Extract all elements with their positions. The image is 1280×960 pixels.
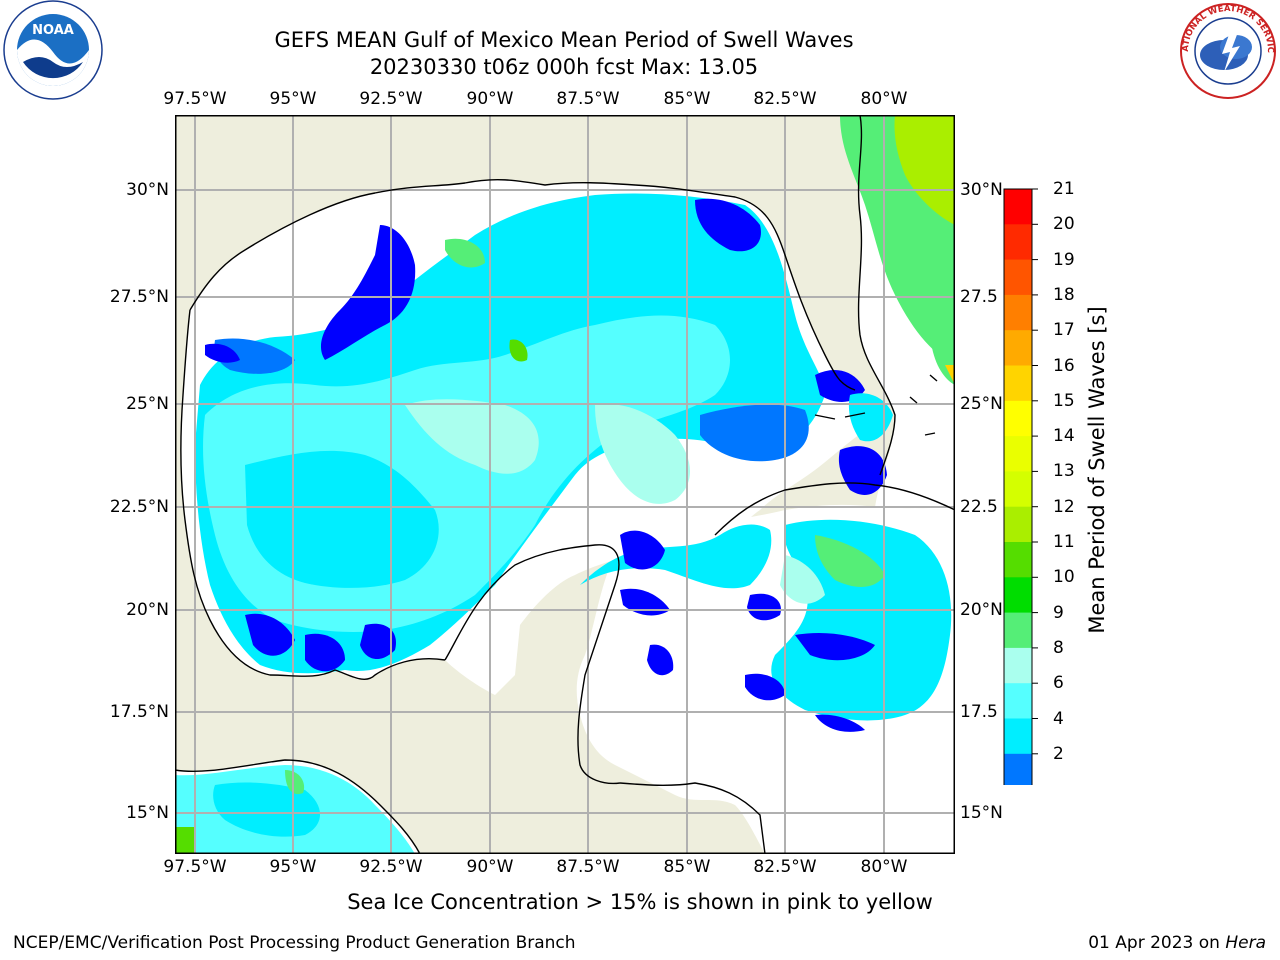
lon-label-top: 80°W: [860, 89, 908, 109]
colorbar-outline: [1003, 188, 1033, 785]
colorbar-segment: [1004, 647, 1032, 684]
lat-label-right: 17.5: [960, 702, 998, 722]
chart-subtitle: 20230330 t06z 000h fcst Max: 13.05: [369, 55, 759, 79]
colorbar-tick-label: 14: [1053, 426, 1075, 447]
colorbar-tick-label: 21: [1053, 179, 1075, 199]
colorbar-tick-label: 15: [1053, 390, 1075, 411]
lon-label-bottom: 80°W: [860, 857, 908, 877]
coastlines: [175, 115, 955, 854]
colorbar-title: Mean Period of Swell Waves [s]: [1085, 306, 1109, 634]
footer-date: 01 Apr 2023 on Hera: [1088, 933, 1266, 953]
colorbar-segment: [1004, 471, 1032, 508]
colorbar-tick-label: 9: [1053, 602, 1064, 623]
colorbar-tick-label: 17: [1053, 320, 1075, 341]
nws-logo: NATIONAL WEATHER SERVICE: [1178, 2, 1276, 99]
lon-label-bottom: 95°W: [269, 857, 317, 877]
lat-label-left: 25°N: [126, 394, 169, 414]
colorbar-segment: [1004, 436, 1032, 472]
colorbar-segment: [1004, 542, 1032, 578]
colorbar-tick-label: 12: [1053, 496, 1075, 517]
colorbar-tick-label: 16: [1053, 355, 1075, 376]
colorbar-segment: [1004, 259, 1032, 296]
lon-label-top: 87.5°W: [556, 89, 620, 109]
lat-label-left: 15°N: [126, 803, 169, 823]
colorbar-segment: [1004, 718, 1032, 755]
colorbar-tick-label: 13: [1053, 461, 1075, 482]
lon-label-bottom: 87.5°W: [556, 857, 620, 877]
footer-credit: NCEP/EMC/Verification Post Processing Pr…: [13, 933, 576, 953]
lon-label-top: 95°W: [269, 89, 317, 109]
colorbar-segment: [1004, 365, 1032, 402]
lon-label-top: 92.5°W: [359, 89, 423, 109]
colorbar-tick-label: 11: [1053, 532, 1075, 552]
colorbar-tick-label: 18: [1053, 284, 1075, 305]
colorbar-segment: [1004, 683, 1032, 719]
colorbar-segment: [1004, 506, 1032, 543]
lon-label-top: 85°W: [663, 89, 711, 109]
colorbar-segment: [1004, 612, 1032, 649]
lat-label-left: 30°N: [126, 180, 169, 200]
colorbar-segment: [1004, 400, 1032, 437]
chart-title: GEFS MEAN Gulf of Mexico Mean Period of …: [274, 28, 854, 52]
lat-label-right: 25°N: [960, 394, 1003, 414]
colorbar-segment: [1004, 753, 1032, 785]
gridlines: [175, 115, 955, 854]
colorbar-tick-label: 4: [1053, 708, 1064, 729]
colorbar: [1003, 188, 1038, 785]
lon-label-bottom: 85°W: [663, 857, 711, 877]
lat-label-right: 15°N: [960, 803, 1003, 823]
lon-label-top: 97.5°W: [163, 89, 227, 109]
footer-date-text: 01 Apr 2023 on: [1088, 933, 1220, 953]
lat-label-right: 30°N: [960, 180, 1003, 200]
footer-machine: Hera: [1225, 933, 1266, 953]
noaa-logo-text: NOAA: [32, 23, 74, 38]
lon-label-top: 82.5°W: [753, 89, 817, 109]
lat-label-right: 22.5: [960, 497, 998, 517]
colorbar-segment: [1004, 330, 1032, 366]
colorbar-tick-label: 2: [1053, 743, 1064, 764]
lat-label-right: 27.5: [960, 287, 998, 307]
sea-ice-note: Sea Ice Concentration > 15% is shown in …: [347, 890, 933, 914]
colorbar-tick-label: 8: [1053, 637, 1064, 658]
colorbar-segment: [1004, 577, 1032, 614]
lat-label-right: 20°N: [960, 600, 1003, 620]
colorbar-tick-label: 19: [1053, 249, 1075, 270]
lon-label-bottom: 92.5°W: [359, 857, 423, 877]
noaa-logo: NOAA: [3, 0, 103, 100]
colorbar-tick-label: 6: [1053, 673, 1064, 694]
colorbar-segment: [1004, 224, 1032, 261]
lon-label-bottom: 82.5°W: [753, 857, 817, 877]
lat-label-left: 27.5°N: [109, 287, 169, 307]
lon-label-top: 90°W: [466, 89, 514, 109]
colorbar-tick-label: 20: [1053, 214, 1075, 235]
colorbar-segment: [1004, 294, 1032, 331]
colorbar-tick-label: 10: [1053, 567, 1075, 588]
colorbar-segment: [1004, 189, 1032, 225]
lon-label-bottom: 90°W: [466, 857, 514, 877]
map-area: [175, 115, 955, 854]
lat-label-left: 17.5°N: [109, 702, 169, 722]
lon-label-bottom: 97.5°W: [163, 857, 227, 877]
lat-label-left: 22.5°N: [109, 497, 169, 517]
lat-label-left: 20°N: [126, 600, 169, 620]
